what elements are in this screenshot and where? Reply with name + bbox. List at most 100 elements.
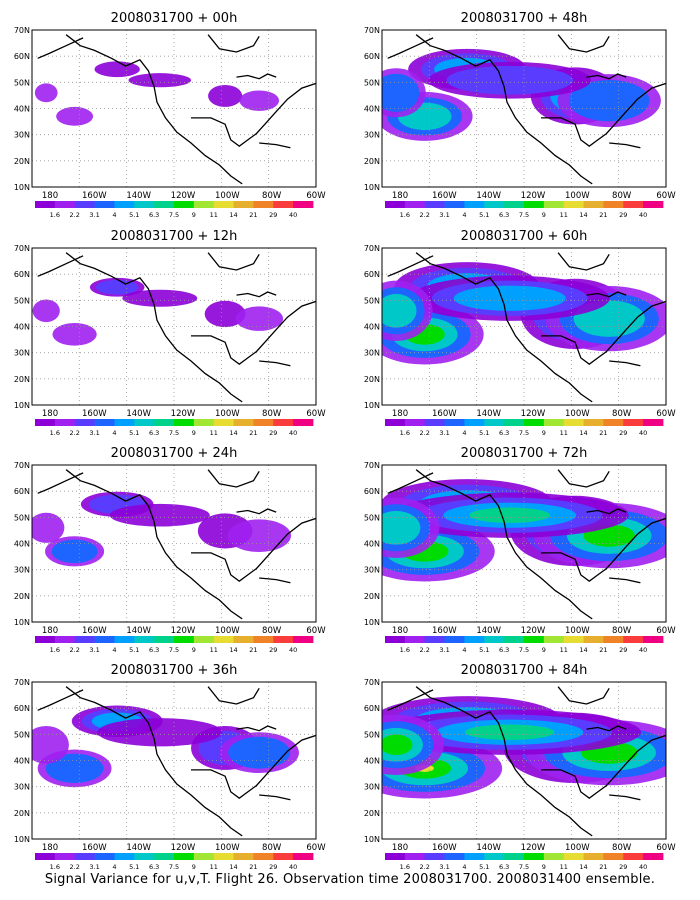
colorbar-swatch (233, 636, 254, 643)
coastline (236, 508, 277, 515)
coastline (415, 34, 593, 185)
lon-tick-label: 80W (262, 409, 282, 419)
colorbar-swatch (464, 853, 485, 860)
coastline (236, 73, 277, 80)
colorbar-swatch (404, 853, 426, 860)
coastline (65, 469, 243, 620)
colorbar-label: 21 (599, 863, 607, 871)
coastline (387, 472, 434, 494)
colorbar-swatch (563, 853, 584, 860)
colorbar-label: 6.3 (499, 211, 509, 219)
lon-tick-label: 120W (521, 626, 546, 636)
colorbar-label: 2.2 (420, 429, 430, 437)
colorbar-swatch (623, 853, 644, 860)
coastline (65, 34, 243, 185)
colorbar-label: 6.3 (499, 429, 509, 437)
lon-tick-label: 120W (171, 626, 196, 636)
colorbar-swatch (174, 853, 195, 860)
colorbar-label: 21 (599, 211, 607, 219)
colorbar-label: 1.6 (50, 863, 60, 871)
variance-contour (94, 61, 140, 78)
colorbar-label: 40 (639, 863, 647, 871)
lon-tick-label: 100W (215, 409, 240, 419)
lon-tick-label: 60W (306, 409, 326, 419)
colorbar-swatch (213, 419, 234, 426)
colorbar-label: 40 (639, 429, 647, 437)
coastline (37, 689, 84, 711)
lon-tick-label: 160W (82, 843, 107, 853)
coastline (191, 82, 316, 148)
colorbar-label: 40 (289, 646, 297, 654)
colorbar-label: 1.6 (400, 646, 410, 654)
colorbar-swatch (35, 419, 56, 426)
variance-contour (239, 90, 280, 111)
colorbar-swatch (273, 201, 294, 208)
map-panel: 2008031700 + 00h 70N 60N 50N 40N 30N 20N 10N 180… (14, 11, 326, 219)
coastline (609, 577, 641, 584)
lat-tick-label: 50N (14, 78, 30, 87)
colorbar: 1.6 2.2 3.1 4 5.1 6.3 7.5 9 11 14 21 29 40 (35, 853, 314, 871)
lon-tick-label: 80W (612, 843, 632, 853)
colorbar-swatch (444, 636, 465, 643)
lat-tick-label: 10N (364, 183, 380, 192)
map-frame (31, 247, 317, 406)
lon-tick-label: 140W (126, 409, 151, 419)
lat-tick-label: 70N (14, 244, 30, 253)
colorbar-swatch (54, 853, 76, 860)
coastline (541, 734, 666, 800)
colorbar-label: 7.5 (519, 863, 529, 871)
lat-tick-label: 30N (14, 131, 30, 140)
lat-tick-label: 20N (364, 157, 380, 166)
coastline (191, 517, 316, 583)
colorbar-label: 4 (112, 429, 116, 437)
variance-contour (382, 293, 417, 328)
lat-tick-label: 30N (364, 783, 380, 792)
lon-tick-label: 100W (565, 191, 590, 201)
colorbar-label: 21 (599, 429, 607, 437)
colorbar-label: 3.1 (439, 211, 449, 219)
colorbar-swatch (643, 419, 664, 426)
panel-title: 2008031700 + 60h (461, 229, 588, 244)
lat-tick-label: 70N (364, 461, 380, 470)
colorbar-label: 1.6 (50, 211, 60, 219)
colorbar-swatch (563, 636, 584, 643)
coastline (557, 469, 610, 488)
lat-tick-label: 70N (14, 461, 30, 470)
colorbar-label: 7.5 (519, 429, 529, 437)
colorbar-swatch (253, 636, 274, 643)
colorbar-swatch (74, 853, 95, 860)
colorbar-swatch (484, 636, 505, 643)
colorbar-swatch (623, 636, 644, 643)
colorbar-swatch (504, 201, 525, 208)
lon-tick-label: 160W (82, 409, 107, 419)
lat-tick-label: 10N (364, 835, 380, 844)
variance-contour (568, 79, 650, 122)
lat-tick-label: 40N (364, 757, 380, 766)
colorbar-label: 11 (210, 429, 218, 437)
colorbar-label: 6.3 (499, 863, 509, 871)
coastline (37, 472, 84, 494)
variance-contour (32, 512, 65, 543)
colorbar-swatch (193, 419, 215, 426)
colorbar-swatch (154, 636, 175, 643)
variance-contour (56, 106, 94, 126)
colorbar-swatch (424, 636, 445, 643)
coastline (37, 37, 84, 59)
lat-tick-label: 30N (14, 783, 30, 792)
lon-tick-label: 120W (171, 191, 196, 201)
colorbar-swatch (524, 853, 545, 860)
variance-contour (122, 289, 198, 307)
colorbar-swatch (424, 853, 445, 860)
panel-title: 2008031700 + 12h (111, 229, 238, 244)
colorbar-label: 5.1 (129, 211, 139, 219)
colorbar-swatch (404, 419, 426, 426)
colorbar-label: 3.1 (439, 863, 449, 871)
coastline (236, 725, 277, 732)
lon-tick-label: 180 (392, 191, 408, 201)
lon-tick-label: 80W (262, 626, 282, 636)
colorbar-label: 1.6 (50, 646, 60, 654)
colorbar-swatch (74, 636, 95, 643)
colorbar-label: 29 (619, 646, 627, 654)
lat-tick-label: 10N (14, 401, 30, 410)
colorbar-swatch (543, 636, 565, 643)
